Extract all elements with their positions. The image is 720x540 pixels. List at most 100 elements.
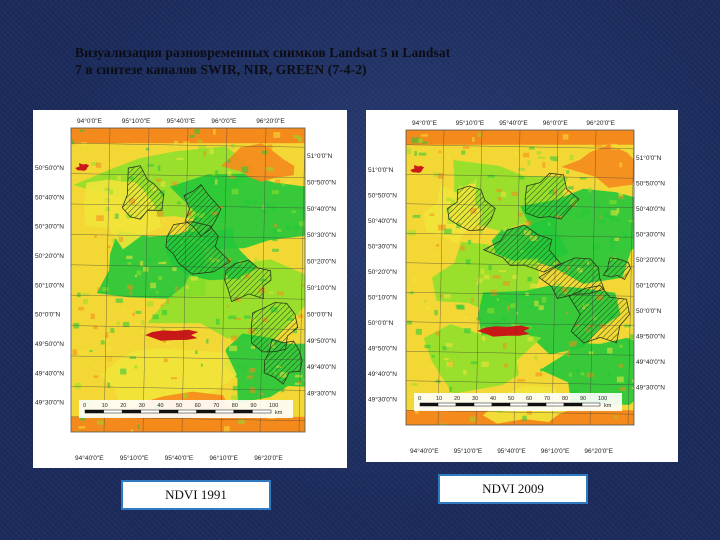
lat-label-left: 50°40'0"N bbox=[35, 193, 64, 201]
hatched-change-area bbox=[165, 221, 231, 275]
lon-label-top: 95°10'0"E bbox=[122, 117, 151, 125]
lat-label-left: 51°0'0"N bbox=[368, 166, 394, 174]
lat-label-right: 50°40'0"N bbox=[307, 205, 336, 213]
scale-tick-label: 10 bbox=[102, 403, 108, 409]
lon-label-bottom: 95°40'0"E bbox=[165, 454, 194, 462]
lat-label-right: 49°30'0"N bbox=[307, 390, 336, 398]
lake-water-body bbox=[145, 329, 199, 341]
lon-label-bottom: 94°40'0"E bbox=[75, 454, 104, 462]
lat-label-right: 50°20'0"N bbox=[307, 258, 336, 266]
lat-label-left: 50°50'0"N bbox=[368, 192, 397, 200]
scale-tick-label: 50 bbox=[508, 396, 514, 402]
lon-label-top: 96°20'0"E bbox=[256, 117, 285, 125]
lat-label-left: 50°10'0"N bbox=[368, 294, 397, 302]
lon-label-top: 94°0'0"E bbox=[412, 119, 438, 127]
map-panel-2009: 94°0'0"E 95°10'0"E 95°40'0"E 96°0'0"E 96°20'… bbox=[366, 110, 678, 462]
slide-title: Визуализация разновременных снимков Land… bbox=[75, 44, 575, 78]
lat-label-right: 49°50'0"N bbox=[636, 333, 665, 341]
scale-tick-label: 90 bbox=[580, 396, 586, 402]
hatched-change-area bbox=[568, 285, 631, 344]
lon-label-top: 95°40'0"E bbox=[499, 119, 528, 127]
lon-label-top: 96°20'0"E bbox=[586, 119, 615, 127]
lat-label-right: 50°0'0"N bbox=[636, 307, 662, 315]
lat-label-right: 50°10'0"N bbox=[307, 284, 336, 292]
slide-title-line-1: Визуализация разновременных снимков Land… bbox=[75, 45, 451, 60]
lon-label-top: 95°10'0"E bbox=[456, 119, 485, 127]
scale-tick-label: 90 bbox=[250, 403, 256, 409]
lat-label-right: 50°0'0"N bbox=[307, 310, 333, 318]
lat-label-right: 50°50'0"N bbox=[636, 180, 665, 188]
lat-label-right: 51°0'0"N bbox=[307, 152, 333, 160]
scale-tick-label: 100 bbox=[598, 396, 607, 402]
scale-tick-label: 30 bbox=[139, 403, 145, 409]
lat-label-left: 50°20'0"N bbox=[368, 268, 397, 276]
scale-tick-label: 40 bbox=[157, 403, 163, 409]
lon-label-bottom: 96°10'0"E bbox=[209, 454, 238, 462]
lat-label-left: 50°10'0"N bbox=[35, 281, 64, 289]
scale-tick-label: 40 bbox=[490, 396, 496, 402]
lat-label-right: 49°30'0"N bbox=[636, 384, 665, 392]
lat-label-right: 49°40'0"N bbox=[307, 363, 336, 371]
hatched-change-area bbox=[263, 338, 303, 385]
lat-label-left: 49°30'0"N bbox=[35, 399, 64, 407]
ndvi-raster bbox=[406, 130, 634, 425]
lon-label-bottom: 95°40'0"E bbox=[497, 447, 526, 455]
ndvi-raster bbox=[71, 128, 305, 432]
lat-label-right: 49°40'0"N bbox=[636, 358, 665, 366]
lon-label-top: 96°0'0"E bbox=[211, 117, 237, 125]
lat-label-left: 50°30'0"N bbox=[35, 223, 64, 231]
lake-water-body bbox=[477, 325, 531, 337]
lon-label-top: 95°40'0"E bbox=[167, 117, 196, 125]
scale-tick-label: 30 bbox=[472, 396, 478, 402]
scale-tick-label: 60 bbox=[195, 403, 201, 409]
scale-tick-label: 10 bbox=[436, 396, 442, 402]
scale-tick-label: 0 bbox=[418, 396, 421, 402]
hatched-change-area bbox=[524, 172, 580, 220]
scale-tick-label: 20 bbox=[120, 403, 126, 409]
lat-label-right: 50°10'0"N bbox=[636, 282, 665, 290]
lat-label-left: 50°20'0"N bbox=[35, 252, 64, 260]
lat-label-right: 50°40'0"N bbox=[636, 205, 665, 213]
scale-unit-label: km bbox=[275, 410, 283, 416]
lat-label-left: 50°30'0"N bbox=[368, 243, 397, 251]
caption-ndvi-2009: NDVI 2009 bbox=[438, 474, 588, 504]
lon-label-top: 94°0'0"E bbox=[77, 117, 103, 125]
lat-label-right: 50°30'0"N bbox=[636, 231, 665, 239]
scale-tick-label: 80 bbox=[232, 403, 238, 409]
hatched-change-area bbox=[602, 257, 632, 280]
lat-label-left: 50°0'0"N bbox=[368, 319, 394, 327]
lat-label-left: 49°50'0"N bbox=[368, 345, 397, 353]
lat-label-left: 50°40'0"N bbox=[368, 217, 397, 225]
lat-label-left: 49°40'0"N bbox=[368, 370, 397, 378]
map-panel-1991: 94°0'0"E 95°10'0"E 95°40'0"E 96°0'0"E 96°20'… bbox=[33, 110, 347, 468]
lat-label-right: 50°50'0"N bbox=[307, 178, 336, 186]
ndvi-map-map-1991: 94°0'0"E 95°10'0"E 95°40'0"E 96°0'0"E 96°20'… bbox=[35, 117, 336, 462]
lat-label-right: 49°50'0"N bbox=[307, 337, 336, 345]
scale-tick-label: 70 bbox=[213, 403, 219, 409]
lon-label-bottom: 96°20'0"E bbox=[254, 454, 283, 462]
lat-label-right: 51°0'0"N bbox=[636, 154, 662, 162]
scale-tick-label: 100 bbox=[269, 403, 278, 409]
caption-ndvi-1991: NDVI 1991 bbox=[121, 480, 271, 510]
scale-tick-label: 60 bbox=[526, 396, 532, 402]
scale-tick-label: 0 bbox=[83, 403, 86, 409]
water-body bbox=[410, 165, 425, 173]
scale-tick-label: 80 bbox=[562, 396, 568, 402]
ndvi-map-map-2009: 94°0'0"E 95°10'0"E 95°40'0"E 96°0'0"E 96°20'… bbox=[368, 119, 665, 455]
water-body bbox=[75, 163, 90, 171]
hatched-change-area bbox=[482, 224, 562, 273]
scale-tick-label: 20 bbox=[454, 396, 460, 402]
lon-label-bottom: 96°20'0"E bbox=[584, 447, 613, 455]
scale-tick-label: 50 bbox=[176, 403, 182, 409]
lat-label-left: 49°30'0"N bbox=[368, 396, 397, 404]
slide-title-line-2: 7 в синтезе каналов SWIR, NIR, GREEN (7-… bbox=[75, 62, 367, 77]
lon-label-bottom: 95°10'0"E bbox=[120, 454, 149, 462]
lon-label-top: 96°0'0"E bbox=[543, 119, 569, 127]
lat-label-left: 49°50'0"N bbox=[35, 340, 64, 348]
lon-label-bottom: 96°10'0"E bbox=[541, 447, 570, 455]
lat-label-right: 50°30'0"N bbox=[307, 231, 336, 239]
scale-unit-label: km bbox=[604, 403, 612, 409]
lat-label-left: 50°0'0"N bbox=[35, 311, 61, 319]
